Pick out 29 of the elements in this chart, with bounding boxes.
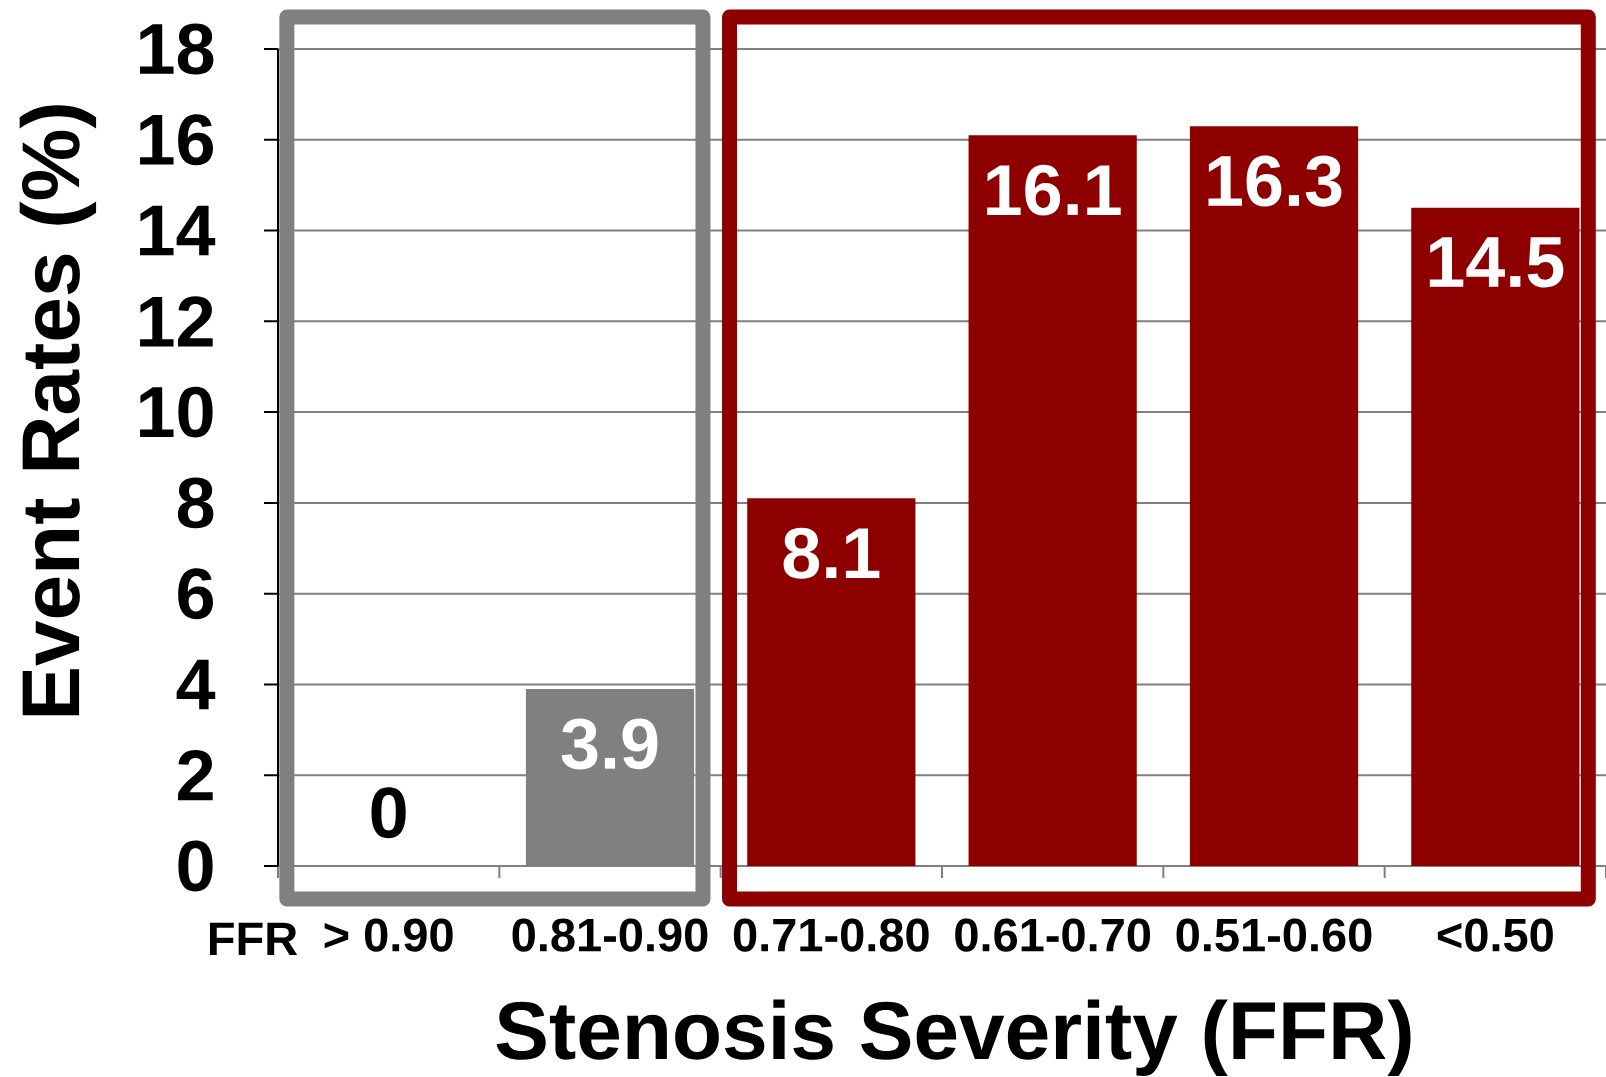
data-label: 14.5 <box>1429 237 1564 288</box>
bar <box>1411 207 1580 866</box>
x-tick-label: 0.71-0.80 <box>733 918 929 952</box>
data-label: 0 <box>371 787 406 839</box>
data-label: 3.9 <box>561 718 658 770</box>
x-tick-label: > 0.90 <box>324 918 453 952</box>
y-axis-title: Event Rates (%) <box>19 105 97 716</box>
y-tick-label: 8 <box>177 477 214 529</box>
x-tick-label: 0.51-0.60 <box>1176 918 1372 952</box>
data-label: 8.1 <box>783 527 880 579</box>
y-tick-label: 2 <box>178 750 213 801</box>
y-tick-label: 10 <box>140 386 213 438</box>
x-tick-label: <0.50 <box>1437 918 1553 952</box>
y-tick-label: 14 <box>140 205 216 256</box>
y-tick-label: 0 <box>178 840 213 892</box>
x-axis-title: Stenosis Severity (FFR) <box>496 999 1411 1076</box>
text: FFR <box>209 922 298 955</box>
x-tick-label: 0.61-0.70 <box>955 918 1151 952</box>
y-tick-label: 12 <box>140 296 213 347</box>
bar <box>968 135 1137 866</box>
y-tick-label: 6 <box>178 568 213 620</box>
data-label: 16.1 <box>987 164 1121 216</box>
x-tick-label: 0.81-0.90 <box>512 918 708 952</box>
data-label: 16.3 <box>1208 155 1342 207</box>
bar <box>747 498 916 866</box>
y-tick-label: 4 <box>176 659 216 710</box>
y-tick-label: 18 <box>140 23 214 75</box>
bar <box>1189 126 1359 866</box>
y-tick-label: 16 <box>140 114 213 166</box>
